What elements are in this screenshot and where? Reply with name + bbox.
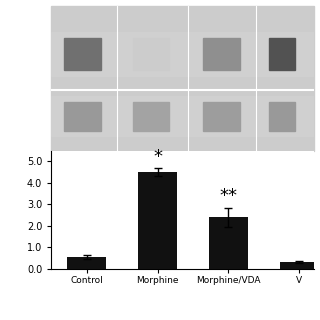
Bar: [51, 96, 314, 136]
Bar: [209, 217, 248, 269]
Bar: [138, 172, 177, 269]
Bar: [269, 102, 295, 131]
Text: Control: Control: [69, 162, 97, 171]
Bar: [280, 262, 319, 269]
Bar: [204, 38, 240, 70]
Bar: [64, 38, 101, 70]
Bar: [132, 102, 169, 131]
Bar: [67, 257, 106, 269]
Text: Morphine/VDA: Morphine/VDA: [188, 162, 243, 171]
Text: V: V: [277, 162, 282, 171]
Text: **: **: [220, 187, 237, 205]
Bar: [51, 32, 314, 76]
Bar: [64, 102, 101, 131]
Text: Morphine: Morphine: [133, 162, 169, 171]
Bar: [204, 102, 240, 131]
Bar: [269, 38, 295, 70]
Bar: [132, 38, 169, 70]
Text: *: *: [153, 148, 162, 166]
